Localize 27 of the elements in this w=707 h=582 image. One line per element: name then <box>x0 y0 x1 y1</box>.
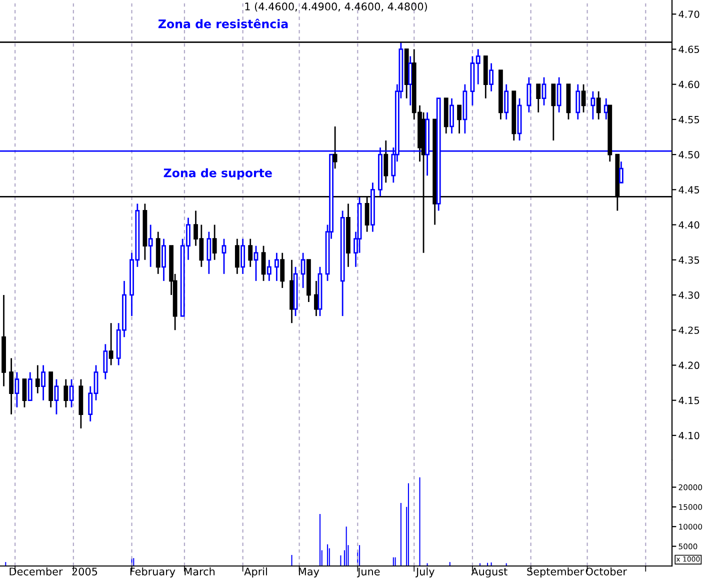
x-tick-label: July <box>416 567 434 578</box>
x-tick-label: February <box>130 567 176 578</box>
x-tick-label: December <box>10 567 63 576</box>
y-tick-label: 4.65 <box>678 46 700 54</box>
y-tick-label: 4.35 <box>678 256 700 264</box>
y-tick-label: 4.25 <box>678 326 700 334</box>
y-tick-label: 4.55 <box>678 116 700 124</box>
annotation: Zona de resistência <box>158 18 288 28</box>
x-tick-label: August <box>471 568 508 578</box>
y-tick-label: 4.15 <box>678 396 700 404</box>
x-tick-label: June <box>357 568 380 578</box>
chart-title: 1 (4.4600, 4.4900, 4.4600, 4.4800) <box>245 2 427 12</box>
annotation: Zona de suporte <box>164 168 272 180</box>
y-tick-label: 4.20 <box>678 362 700 370</box>
y-tick-label: 4.70 <box>678 10 700 18</box>
y-tick-label: 4.30 <box>678 291 700 299</box>
y-tick-label: 4.10 <box>678 432 700 440</box>
x-tick-label: October <box>586 567 627 576</box>
y-tick-label: 4.40 <box>678 221 700 229</box>
y-tick-label: 4.45 <box>678 186 700 194</box>
x-tick-label: April <box>244 567 267 578</box>
x-tick-label: 2005 <box>72 568 98 576</box>
y-tick-label: 4.60 <box>678 80 700 88</box>
x-tick-label: May <box>298 568 320 578</box>
x-tick-label: September <box>527 567 584 578</box>
x-tick-label: March <box>184 567 215 576</box>
y-tick-label: 4.50 <box>678 151 700 158</box>
